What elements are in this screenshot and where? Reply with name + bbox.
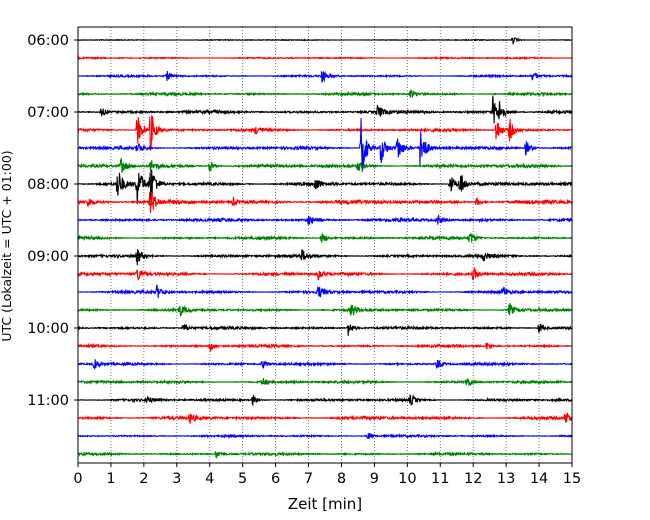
trace-0700 — [77, 95, 573, 124]
x-tick-label: 0 — [73, 471, 82, 487]
trace-0915 — [77, 267, 573, 281]
grid — [110, 27, 540, 463]
x-tick-label: 8 — [337, 471, 346, 487]
y-axis-ticks: 06:00 07:00 08:00 09:00 10:00 11:00 — [27, 33, 78, 409]
x-tick-label: 11 — [431, 471, 449, 487]
trace-1030 — [77, 359, 573, 370]
trace-0930 — [77, 284, 573, 299]
x-axis-label: Zeit [min] — [288, 495, 362, 513]
x-tick-label: 9 — [370, 471, 379, 487]
trace-0615 — [77, 55, 573, 61]
trace-0730 — [77, 118, 573, 172]
trace-1115 — [77, 411, 573, 424]
y-axis-label: UTC (Lokalzeit = UTC + 01:00) — [0, 150, 14, 341]
trace-1000 — [77, 323, 573, 336]
y-tick-label: 08:00 — [27, 177, 69, 193]
trace-1145 — [77, 451, 573, 459]
traces — [77, 36, 573, 459]
trace-0815 — [77, 191, 573, 214]
trace-0630 — [77, 70, 573, 83]
y-tick-label: 10:00 — [27, 321, 69, 337]
x-tick-label: 5 — [238, 471, 247, 487]
plot-frame — [77, 26, 573, 464]
x-tick-label: 10 — [398, 471, 416, 487]
x-tick-label: 1 — [106, 471, 115, 487]
trace-0745 — [77, 158, 573, 173]
y-tick-label: 07:00 — [27, 105, 69, 121]
trace-0900 — [77, 249, 573, 266]
y-tick-label: 06:00 — [27, 33, 69, 49]
trace-0645 — [77, 88, 573, 98]
x-tick-label: 15 — [563, 471, 581, 487]
x-tick-label: 6 — [271, 471, 280, 487]
trace-0715 — [77, 115, 573, 151]
y-tick-label: 11:00 — [27, 393, 69, 409]
trace-0830 — [77, 213, 573, 225]
x-axis-ticks: 0 1 2 3 4 5 6 7 8 9 10 11 12 13 14 15 — [73, 463, 581, 487]
trace-1015 — [77, 342, 573, 353]
trace-1130 — [77, 433, 573, 439]
x-tick-label: 2 — [139, 471, 148, 487]
trace-0600 — [77, 36, 573, 45]
trace-0945 — [77, 302, 573, 317]
trace-0845 — [77, 232, 573, 243]
x-tick-label: 7 — [304, 471, 313, 487]
trace-1100 — [77, 393, 573, 407]
x-tick-label: 12 — [464, 471, 482, 487]
x-tick-label: 13 — [497, 471, 515, 487]
x-tick-label: 3 — [172, 471, 181, 487]
y-tick-label: 09:00 — [27, 249, 69, 265]
trace-1045 — [77, 377, 573, 387]
x-tick-label: 14 — [530, 471, 548, 487]
trace-0800 — [77, 169, 573, 205]
x-tick-label: 4 — [205, 471, 214, 487]
